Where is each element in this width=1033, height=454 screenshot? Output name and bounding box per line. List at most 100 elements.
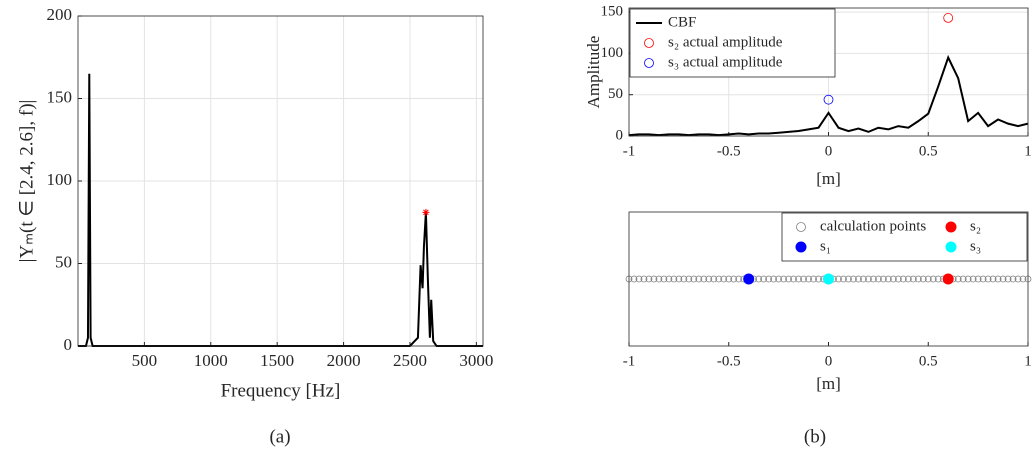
y-tick-label: 50 <box>608 86 623 102</box>
marker <box>969 275 977 283</box>
marker <box>815 275 822 283</box>
marker <box>909 275 917 283</box>
marker <box>865 275 872 283</box>
marker <box>765 275 773 283</box>
marker <box>645 275 653 283</box>
legend-box <box>781 212 1028 262</box>
star-marker <box>422 208 430 216</box>
marker <box>929 275 937 283</box>
marker <box>635 275 643 283</box>
x-tick-label: 1000 <box>194 351 228 370</box>
marker <box>655 275 663 283</box>
x-tick-label: 2500 <box>393 351 427 370</box>
legend-label: s₃ <box>970 238 981 254</box>
legend-label: s₁ <box>820 238 831 254</box>
x-axis-label: [m] <box>816 169 841 188</box>
marker <box>760 275 768 283</box>
x-tick-label: 3000 <box>459 351 493 370</box>
marker <box>924 275 932 283</box>
marker <box>675 275 683 283</box>
marker <box>725 275 733 283</box>
axes-box <box>628 7 1029 137</box>
legend-marker <box>644 58 654 68</box>
legend-label: calculation points <box>820 218 926 234</box>
legend-marker <box>644 38 654 48</box>
y-tick-label: 0 <box>616 127 624 143</box>
marker <box>835 275 842 283</box>
x-tick-label: -0.5 <box>717 353 741 369</box>
marker <box>685 275 693 283</box>
x-tick-label: 0 <box>825 353 833 369</box>
marker <box>934 275 942 283</box>
y-axis-label: |Yₘ(t ∈ [2.4, 2.6], f)| <box>16 100 37 263</box>
x-tick-label: 0.5 <box>919 143 938 159</box>
marker <box>919 275 927 283</box>
marker <box>730 275 738 283</box>
y-axis-label: Amplitude <box>584 36 603 109</box>
y-tick-label: 0 <box>64 335 73 354</box>
legend-marker <box>795 241 807 253</box>
marker <box>755 275 763 283</box>
x-tick-label: 1 <box>1024 143 1032 159</box>
marker <box>780 275 788 283</box>
marker <box>989 275 997 283</box>
marker <box>640 275 648 283</box>
x-tick-label: -1 <box>623 353 636 369</box>
series-layer <box>628 13 1029 137</box>
marker <box>670 275 678 283</box>
y-tick-label: 100 <box>47 170 73 189</box>
marker <box>914 275 922 283</box>
legend-label: s₂ actual amplitude <box>668 34 783 50</box>
marker <box>735 275 743 283</box>
legend-box <box>629 8 836 78</box>
marker <box>795 275 802 283</box>
marker <box>964 275 972 283</box>
x-tick-label: 1500 <box>260 351 294 370</box>
axes-box <box>628 211 1029 347</box>
caption: (b) <box>804 426 826 447</box>
marker <box>850 275 857 283</box>
marker <box>889 275 897 283</box>
marker <box>630 275 638 283</box>
x-tick-label: 0 <box>825 143 833 159</box>
x-tick-label: -1 <box>623 143 636 159</box>
marker <box>680 275 688 283</box>
legend-label: s₃ actual amplitude <box>668 54 783 70</box>
series-layer <box>625 273 1032 285</box>
series-layer <box>78 73 483 347</box>
marker <box>879 275 887 283</box>
marker <box>695 275 703 283</box>
marker <box>650 275 658 283</box>
y-tick-label: 50 <box>55 252 72 271</box>
marker <box>1009 275 1017 283</box>
marker <box>660 275 668 283</box>
y-tick-label: 100 <box>601 45 624 61</box>
marker <box>899 275 907 283</box>
marker <box>894 275 902 283</box>
marker <box>805 275 812 283</box>
x-axis-label: Frequency [Hz] <box>221 380 341 401</box>
marker <box>984 275 992 283</box>
marker <box>1004 275 1012 283</box>
marker <box>979 275 987 283</box>
marker <box>690 275 698 283</box>
legend-label: CBF <box>668 14 696 30</box>
marker <box>800 275 807 283</box>
marker <box>959 275 967 283</box>
marker <box>974 275 982 283</box>
marker <box>1014 275 1022 283</box>
marker <box>1019 275 1027 283</box>
marker <box>884 275 892 283</box>
axes-box <box>77 15 484 347</box>
marker <box>954 275 962 283</box>
marker <box>994 275 1002 283</box>
marker <box>700 275 708 283</box>
line <box>78 73 483 347</box>
line <box>628 54 1029 137</box>
x-tick-label: 2000 <box>327 351 361 370</box>
marker <box>720 275 728 283</box>
y-tick-label: 150 <box>47 87 73 106</box>
marker <box>999 275 1007 283</box>
marker <box>845 275 852 283</box>
